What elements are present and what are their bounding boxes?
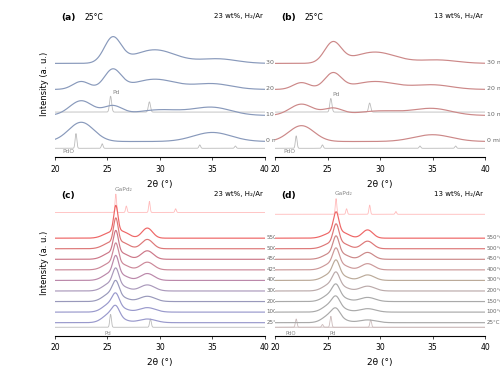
Text: 30 min: 30 min — [486, 60, 500, 64]
Text: Pd: Pd — [112, 90, 120, 95]
Text: 100°C: 100°C — [266, 309, 283, 314]
Text: PdO: PdO — [62, 149, 74, 155]
Text: (d): (d) — [282, 191, 296, 200]
Text: 500°C: 500°C — [266, 246, 283, 251]
Text: 0 min: 0 min — [486, 138, 500, 143]
Text: PdO: PdO — [286, 331, 296, 336]
Text: 30 min: 30 min — [266, 60, 288, 64]
Text: 23 wt%, H₂/Ar: 23 wt%, H₂/Ar — [214, 13, 262, 19]
Text: 20 min: 20 min — [266, 86, 288, 90]
Text: Pd: Pd — [332, 92, 340, 97]
Text: 10 min: 10 min — [486, 112, 500, 116]
Text: 400°C: 400°C — [266, 277, 283, 282]
Text: 500°C: 500°C — [486, 246, 500, 251]
Text: (a): (a) — [62, 13, 76, 22]
Text: 300°C: 300°C — [486, 277, 500, 282]
Text: 200°C: 200°C — [266, 299, 283, 303]
Y-axis label: Intensity (a. u.): Intensity (a. u.) — [40, 230, 50, 295]
Text: PdO: PdO — [283, 149, 295, 155]
Text: Pd: Pd — [330, 331, 336, 336]
Text: GaPd₂: GaPd₂ — [114, 187, 132, 192]
Text: 450°C: 450°C — [486, 256, 500, 261]
Text: (c): (c) — [62, 191, 75, 200]
X-axis label: 2θ (°): 2θ (°) — [368, 358, 393, 367]
Text: 550°C: 550°C — [266, 235, 283, 240]
Text: 13 wt%, H₂/Ar: 13 wt%, H₂/Ar — [434, 191, 483, 197]
Text: 150°C: 150°C — [486, 299, 500, 303]
Text: 25°C: 25°C — [84, 13, 103, 22]
Text: (b): (b) — [282, 13, 296, 22]
X-axis label: 2θ (°): 2θ (°) — [147, 358, 172, 367]
Text: 300°C: 300°C — [266, 288, 283, 293]
Text: Pd: Pd — [104, 331, 111, 336]
Text: 20 min: 20 min — [486, 86, 500, 91]
Y-axis label: Intensity (a. u.): Intensity (a. u.) — [40, 52, 50, 116]
Text: 450°C: 450°C — [266, 256, 283, 261]
Text: 25°C: 25°C — [266, 320, 280, 325]
Text: 25°C: 25°C — [304, 13, 324, 22]
Text: 25°C: 25°C — [486, 320, 500, 325]
Text: 23 wt%, H₂/Ar: 23 wt%, H₂/Ar — [214, 191, 262, 197]
Text: 550°C: 550°C — [486, 235, 500, 240]
Text: 10 min: 10 min — [266, 112, 288, 116]
X-axis label: 2θ (°): 2θ (°) — [147, 179, 172, 188]
Text: 200°C: 200°C — [486, 288, 500, 293]
Text: 13 wt%, H₂/Ar: 13 wt%, H₂/Ar — [434, 13, 483, 19]
Text: 0 min: 0 min — [266, 138, 284, 143]
Text: 400°C: 400°C — [486, 267, 500, 272]
X-axis label: 2θ (°): 2θ (°) — [368, 179, 393, 188]
Text: GaPd₂: GaPd₂ — [334, 191, 352, 196]
Text: 100°C: 100°C — [486, 309, 500, 314]
Text: 425°C: 425°C — [266, 267, 283, 272]
